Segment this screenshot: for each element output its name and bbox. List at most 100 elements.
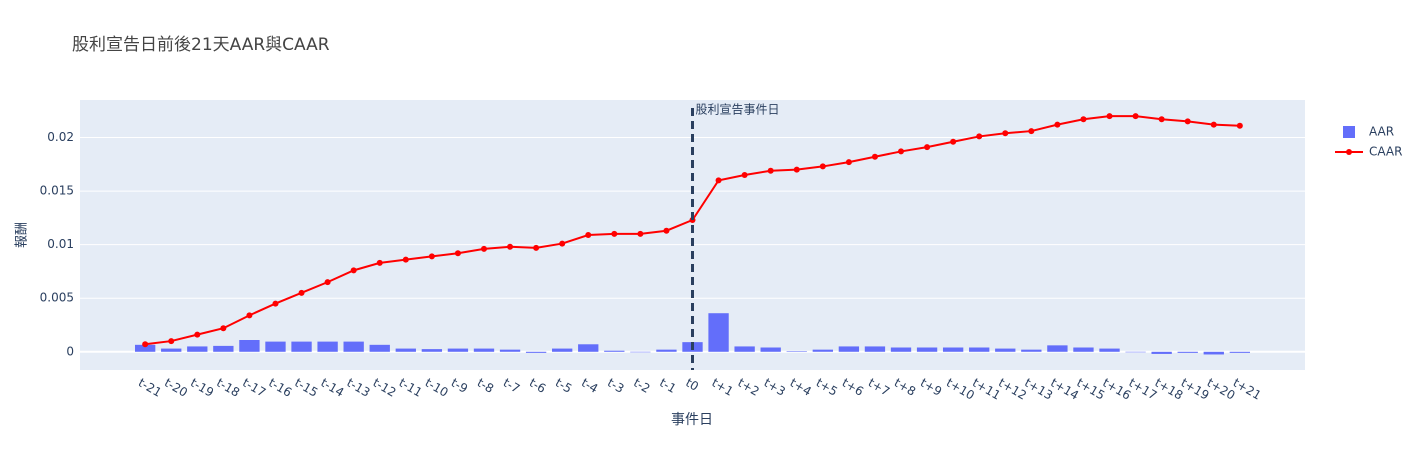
bar [604,350,625,352]
bar [213,345,234,352]
x-tick-label: t0 [683,376,701,394]
bar [1021,349,1042,352]
x-tick-label: t+10 [944,376,977,403]
bar [187,346,208,352]
x-tick-label: t+3 [761,376,787,399]
bar [942,347,964,352]
legend-label: AAR [1369,125,1394,139]
point [585,232,592,238]
x-tick-label: t+16 [1100,376,1133,403]
point [376,259,383,266]
x-tick-label: t-6 [527,376,548,396]
y-tick-label: 0.02 [47,130,74,144]
bar [291,341,312,352]
x-tick-label: t-8 [475,376,496,396]
bar [630,351,651,353]
bar [1073,347,1094,352]
x-tick-label: t+7 [866,376,892,399]
bar [317,341,338,352]
y-tick-label: 0.01 [47,237,74,251]
bar [369,344,390,352]
x-tick-label: t-10 [423,376,451,400]
point [507,243,514,250]
legend-swatch [1346,149,1352,155]
point [194,331,201,338]
x-tick-label: t-14 [318,376,346,400]
x-tick-label: t-4 [579,376,600,396]
point [559,240,566,247]
bar [1125,351,1146,353]
point [168,338,175,345]
point [1054,121,1061,128]
x-tick-label: t-12 [370,376,398,400]
point [741,172,748,178]
x-tick-label: t+15 [1074,376,1107,403]
point [298,289,305,296]
point [637,230,644,237]
bar [864,346,886,352]
x-tick-label: t+4 [788,376,814,399]
bar [1099,348,1120,352]
bar [421,349,443,352]
annotation: 股利宣告事件日 [696,102,780,117]
x-tick-label: t-11 [397,376,425,400]
x-tick-label: t+5 [814,376,840,399]
bar [995,348,1016,352]
x-tick-label: t+17 [1126,376,1159,403]
x-tick-label: t-2 [631,376,652,396]
x-tick-label: t-9 [449,376,470,396]
bar [969,347,990,352]
x-tick-label: t-16 [266,376,294,400]
point [324,279,331,286]
bar [786,351,807,352]
x-tick-label: t-1 [657,376,678,396]
x-tick-label: t-21 [136,376,164,400]
point [350,267,357,274]
x-tick-label: t+20 [1205,376,1238,403]
point [1236,122,1243,129]
bar [499,349,521,352]
point [480,245,487,252]
point [767,167,774,174]
point [1210,121,1217,128]
point [871,153,878,160]
point [220,325,227,332]
bar [395,348,416,352]
point [533,244,540,251]
bar [578,344,599,352]
point [1080,116,1087,123]
point [272,300,279,307]
bar [473,348,495,352]
x-tick-label: t+6 [840,376,866,399]
point [950,138,957,145]
bar [134,344,156,352]
bar [656,349,677,352]
x-tick-label: t+21 [1231,376,1264,403]
x-tick-label: t-18 [214,376,242,400]
bar [161,348,182,352]
point [898,148,905,155]
point [454,250,461,257]
bar [734,346,755,352]
bar [552,348,573,352]
point [845,159,852,166]
bar [890,347,912,352]
point [793,166,800,173]
x-tick-label: t+2 [735,376,761,399]
x-tick-label: t-5 [553,376,574,396]
plot-area [80,100,1305,370]
x-tick-label: t-7 [501,376,522,396]
bar [447,348,469,352]
point [1184,118,1191,125]
x-tick-label: t-3 [605,376,626,396]
x-tick-label: t+18 [1152,376,1185,403]
point [976,133,983,140]
x-tick-label: t+8 [892,376,918,399]
point [1132,113,1139,120]
bar [760,347,781,352]
x-tick-label: t+14 [1048,376,1081,403]
bar [265,341,286,352]
point [1158,116,1165,123]
point [1106,113,1113,120]
